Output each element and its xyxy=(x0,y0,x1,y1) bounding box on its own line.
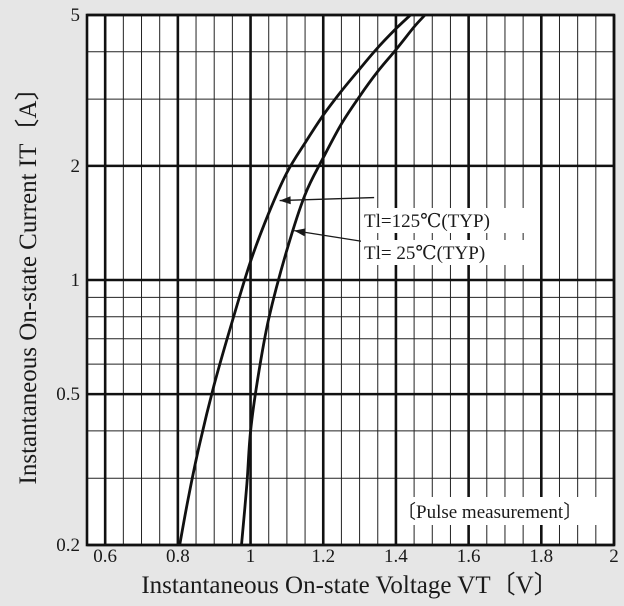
x-tick-label: 0.6 xyxy=(93,546,117,567)
label-bg-25c xyxy=(361,240,533,265)
label-25c: Tl= 25℃(TYP) xyxy=(364,243,485,264)
label-bg-125c xyxy=(361,208,533,233)
pulse-measurement-label: 〔Pulse measurement〕 xyxy=(397,501,582,523)
x-tick-label: 0.8 xyxy=(166,546,190,567)
y-tick-label: 5 xyxy=(71,5,81,26)
arrow-25c xyxy=(294,229,375,244)
annotations: Tl=125℃(TYP) Tl= 25℃(TYP) 〔Pulse measure… xyxy=(279,196,601,525)
tick-labels: 0.6 0.8 1 1.2 1.4 1.6 1.8 2 0.2 0.5 1 2 5 xyxy=(56,5,619,567)
x-tick-label: 1 xyxy=(246,546,256,567)
x-tick-label: 2 xyxy=(609,546,619,567)
arrow-125c xyxy=(279,196,375,202)
y-axis-title: Instantaneous On-state Current IT〔A〕 xyxy=(14,76,42,485)
x-tick-label: 1.6 xyxy=(457,546,481,567)
series-line-125c xyxy=(178,13,412,546)
x-tick-label: 1.8 xyxy=(529,546,553,567)
plot-frame xyxy=(85,13,616,547)
arrowhead-125c xyxy=(279,196,291,205)
series-line-25c xyxy=(240,14,427,546)
series-lines xyxy=(178,13,427,546)
arrowhead-25c xyxy=(294,228,306,237)
y-tick-label: 0.5 xyxy=(56,384,80,405)
label-125c: Tl=125℃(TYP) xyxy=(364,211,490,232)
x-tick-label: 1.4 xyxy=(384,546,408,567)
x-tick-label: 1.2 xyxy=(311,546,335,567)
y-tick-label: 0.2 xyxy=(56,535,80,556)
y-tick-label: 1 xyxy=(71,270,81,291)
x-axis-title: Instantaneous On-state Voltage VT〔V〕 xyxy=(141,571,558,599)
y-tick-label: 2 xyxy=(71,156,81,177)
pulse-label-bg xyxy=(398,497,601,525)
